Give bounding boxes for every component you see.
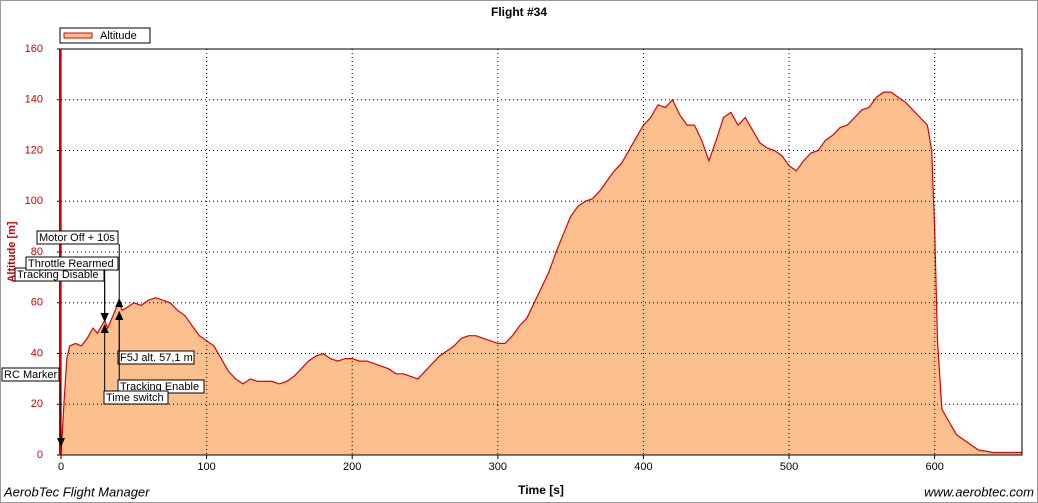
legend-swatch xyxy=(63,32,93,39)
annotation-label: Tracking Disable xyxy=(17,269,99,281)
y-tick-label: 100 xyxy=(25,195,43,207)
annotation-arrow xyxy=(57,438,65,447)
x-axis-label: Time [s] xyxy=(518,483,564,497)
y-tick-label: 160 xyxy=(25,43,43,55)
annotation-box xyxy=(103,390,169,405)
annotation-box xyxy=(25,256,119,271)
x-tick-label: 200 xyxy=(343,461,361,473)
annotation-arrow xyxy=(100,324,109,333)
annotation-label: Motor Off + 10s xyxy=(39,232,115,244)
y-tick-label: 80 xyxy=(31,246,43,258)
annotation-label: Time switch xyxy=(106,392,164,404)
annotation-arrow xyxy=(100,313,109,322)
x-tick-label: 400 xyxy=(634,461,652,473)
annotation-box xyxy=(36,230,119,245)
chart-title: Flight #34 xyxy=(491,5,547,19)
legend-box xyxy=(59,27,151,44)
annotation-label: F5J alt. 57,1 m xyxy=(120,352,193,364)
footer-right: www.aerobtec.com xyxy=(924,484,1034,499)
annotation-label: RC Marker xyxy=(4,369,58,381)
annotation-label: Tracking Enable xyxy=(120,381,199,393)
y-tick-label: 20 xyxy=(31,398,43,410)
area-line xyxy=(60,91,1022,456)
footer-left: AerobTec Flight Manager xyxy=(3,484,150,499)
x-tick-label: 600 xyxy=(925,461,943,473)
y-tick-label: 120 xyxy=(25,144,43,156)
y-axis-label: Altitude [m] xyxy=(6,221,18,282)
x-tick-label: 300 xyxy=(489,461,507,473)
legend-label: Altitude xyxy=(100,30,137,42)
annotation-box xyxy=(117,350,195,365)
annotation-box xyxy=(1,367,60,382)
y-tick-label: 0 xyxy=(37,449,43,461)
x-tick-label: 500 xyxy=(780,461,798,473)
annotation-label: Throttle Rearmed xyxy=(28,258,114,270)
y-tick-label: 140 xyxy=(25,94,43,106)
annotation-arrow xyxy=(115,298,124,307)
x-tick-label: 0 xyxy=(58,461,64,473)
x-tick-label: 100 xyxy=(197,461,215,473)
y-tick-label: 40 xyxy=(31,347,43,359)
y-tick-label: 60 xyxy=(31,297,43,309)
area-fill xyxy=(61,92,1022,455)
annotation-arrow xyxy=(115,311,124,320)
